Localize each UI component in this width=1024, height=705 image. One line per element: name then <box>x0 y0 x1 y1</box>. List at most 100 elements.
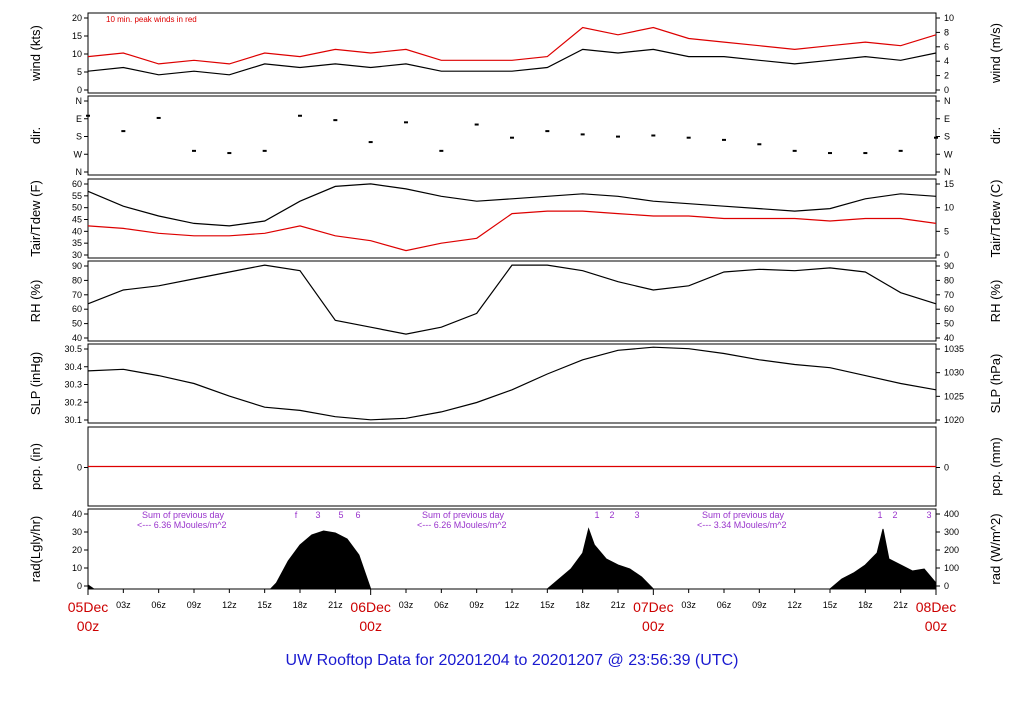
time-tick-label: 09z <box>469 600 484 610</box>
dir-point <box>616 135 620 138</box>
dir-right-tick-label: N <box>944 96 951 106</box>
wind-ylabel-left: wind (kts) <box>28 25 43 82</box>
rad-marker: f <box>295 510 298 520</box>
time-tick-label: 21z <box>328 600 343 610</box>
wind-line-series-1 <box>87 26 937 65</box>
rad-day-note-line1: Sum of previous day <box>422 510 505 520</box>
day-hour-label: 00z <box>642 618 665 634</box>
temp-left-tick-label: 50 <box>72 203 82 213</box>
slp-left-tick-label: 30.1 <box>64 415 82 425</box>
day-hour-label: 00z <box>359 618 382 634</box>
rad-marker: 3 <box>926 510 931 520</box>
rad-marker: 5 <box>338 510 343 520</box>
dir-point <box>651 134 656 137</box>
rad-marker: 3 <box>634 510 639 520</box>
rad-right-tick-label: 0 <box>944 581 949 591</box>
rad-area-series-0 <box>87 527 937 590</box>
rad-marker: 2 <box>609 510 614 520</box>
rh-right-tick-label: 60 <box>944 304 954 314</box>
slp-left-tick-label: 30.3 <box>64 380 82 390</box>
rh-left-tick-label: 80 <box>72 275 82 285</box>
dir-point <box>757 143 762 146</box>
temp-frame <box>87 178 937 259</box>
time-tick-label: 03z <box>116 600 131 610</box>
time-tick-label: 18z <box>858 600 873 610</box>
dir-ylabel-right: dir. <box>988 127 1003 144</box>
temp-ylabel-right: Tair/Tdew (C) <box>988 179 1003 257</box>
dir-point <box>298 114 302 117</box>
day-label: 06Dec <box>350 599 390 615</box>
dir-frame <box>87 95 937 176</box>
dir-right-tick-label: E <box>944 114 950 124</box>
dir-point <box>227 152 232 155</box>
dir-left-tick-label: W <box>74 149 83 159</box>
wind-right-tick-label: 0 <box>944 85 949 95</box>
time-tick-label: 09z <box>187 600 202 610</box>
day-hour-label: 00z <box>77 618 100 634</box>
day-hour-label: 00z <box>925 618 948 634</box>
rad-ylabel-right: rad (W/m^2) <box>988 513 1003 584</box>
wind-right-tick-label: 10 <box>944 13 954 23</box>
dir-point <box>545 130 550 133</box>
dir-point <box>121 130 126 133</box>
rad-marker: 1 <box>594 510 599 520</box>
pcp-ylabel-left: pcp. (in) <box>28 443 43 490</box>
dir-point <box>262 149 267 152</box>
time-tick-label: 12z <box>222 600 237 610</box>
slp-ylabel-right: SLP (hPa) <box>988 354 1003 414</box>
rh-frame <box>87 260 937 342</box>
dir-left-tick-label: N <box>76 167 83 177</box>
temp-ylabel-left: Tair/Tdew (F) <box>28 180 43 257</box>
time-tick-label: 21z <box>893 600 908 610</box>
rh-left-tick-label: 50 <box>72 319 82 329</box>
temp-right-tick-label: 0 <box>944 250 949 260</box>
page-title: UW Rooftop Data for 20201204 to 20201207… <box>286 652 739 669</box>
temp-line-series-1 <box>87 210 937 252</box>
pcp-left-tick-label: 0 <box>77 463 82 473</box>
dir-point <box>86 114 90 117</box>
day-label: 05Dec <box>68 599 108 615</box>
temp-right-tick-label: 5 <box>944 226 949 236</box>
dir-point <box>828 152 832 155</box>
pcp-right-tick-label: 0 <box>944 463 949 473</box>
temp-right-tick-label: 10 <box>944 203 954 213</box>
dir-point <box>156 116 161 119</box>
slp-frame <box>87 343 937 424</box>
slp-right-tick-label: 1025 <box>944 391 964 401</box>
temp-left-tick-label: 40 <box>72 226 82 236</box>
dir-point <box>686 136 691 139</box>
slp-line-series-0 <box>87 346 937 421</box>
wind-right-tick-label: 2 <box>944 71 949 81</box>
dir-left-tick-label: N <box>76 96 83 106</box>
temp-left-tick-label: 45 <box>72 215 82 225</box>
rad-marker: 1 <box>877 510 882 520</box>
time-tick-label: 06z <box>434 600 449 610</box>
temp-left-tick-label: 35 <box>72 238 82 248</box>
dir-point <box>863 152 868 155</box>
dir-left-tick-label: E <box>76 114 82 124</box>
dir-point <box>474 123 479 126</box>
dir-point <box>722 138 726 141</box>
wind-left-tick-label: 20 <box>72 13 82 23</box>
rad-left-tick-label: 10 <box>72 563 82 573</box>
rh-left-tick-label: 70 <box>72 290 82 300</box>
time-tick-label: 15z <box>823 600 838 610</box>
time-tick-label: 03z <box>399 600 414 610</box>
rad-day-note-line2: <--- 3.34 MJoules/m^2 <box>697 520 787 530</box>
dir-ylabel-left: dir. <box>28 127 43 144</box>
wind-ylabel-right: wind (m/s) <box>988 23 1003 84</box>
dir-right-tick-label: N <box>944 167 951 177</box>
wind-annotation: 10 min. peak winds in red <box>106 15 197 24</box>
day-label: 08Dec <box>916 599 956 615</box>
wind-left-tick-label: 0 <box>77 85 82 95</box>
rh-left-tick-label: 90 <box>72 261 82 271</box>
rad-day-note-line1: Sum of previous day <box>702 510 785 520</box>
rh-left-tick-label: 60 <box>72 304 82 314</box>
rad-left-tick-label: 20 <box>72 545 82 555</box>
rh-right-tick-label: 70 <box>944 290 954 300</box>
dir-left-tick-label: S <box>76 132 82 142</box>
dir-point <box>404 121 408 124</box>
wind-right-tick-label: 6 <box>944 42 949 52</box>
temp-right-tick-label: 15 <box>944 179 954 189</box>
